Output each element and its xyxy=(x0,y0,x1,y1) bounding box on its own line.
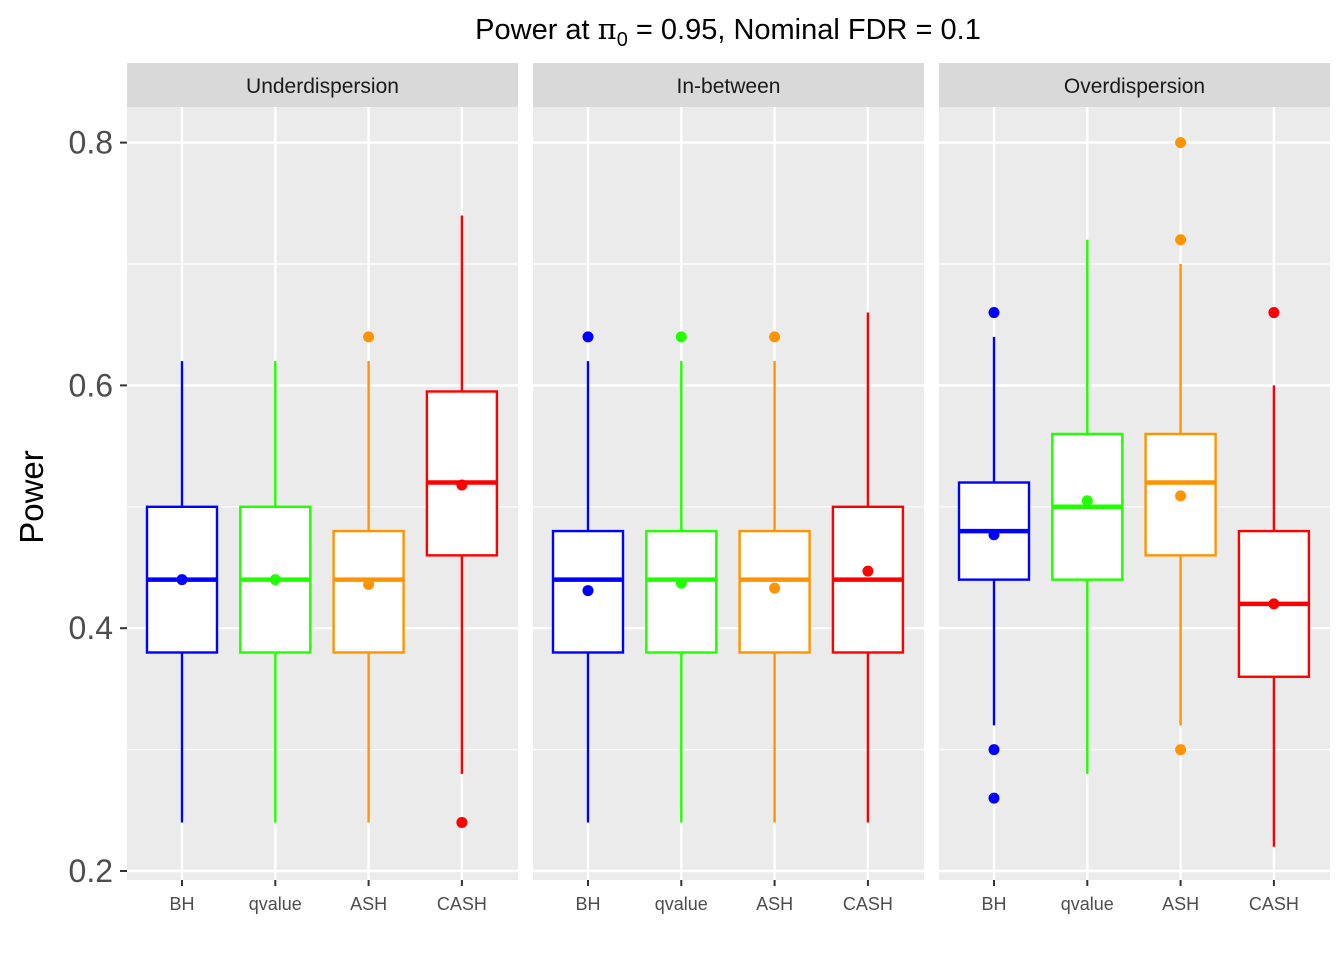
mean-point xyxy=(582,585,594,597)
mean-point xyxy=(363,578,375,590)
box-cash xyxy=(1237,307,1311,847)
y-axis-label: Power xyxy=(13,450,50,544)
x-tick-label: BH xyxy=(575,894,600,914)
box-bh xyxy=(957,307,1031,804)
facet-strip-label: In-between xyxy=(677,75,781,98)
facet-strip-label: Overdispersion xyxy=(1064,75,1205,98)
mean-point xyxy=(862,565,874,577)
facet-strip-label: Underdispersion xyxy=(246,75,399,98)
x-tick-label: CASH xyxy=(843,894,893,914)
outlier-point xyxy=(363,331,375,343)
x-tick-label: ASH xyxy=(756,894,793,914)
mean-point xyxy=(988,529,1000,541)
outlier-point xyxy=(1175,137,1187,149)
outlier-point xyxy=(456,816,468,828)
mean-point xyxy=(769,582,781,594)
y-tick-label: 0.8 xyxy=(69,125,113,161)
x-tick-label: BH xyxy=(981,894,1006,914)
x-tick-label: qvalue xyxy=(1061,894,1114,914)
box-ash xyxy=(332,331,405,823)
panel-background xyxy=(533,107,924,880)
outlier-point xyxy=(988,792,1000,804)
box-qvalue xyxy=(1051,239,1124,774)
mean-point xyxy=(1268,598,1280,610)
box-iqr xyxy=(332,529,405,654)
outlier-point xyxy=(675,331,687,343)
y-tick-label: 0.4 xyxy=(69,610,113,646)
mean-point xyxy=(1175,490,1187,502)
box-qvalue xyxy=(645,331,718,823)
outlier-point xyxy=(769,331,781,343)
x-tick-label: ASH xyxy=(1162,894,1199,914)
facet-panel-underdispersion: Underdispersion BH qvalue ASH CASH xyxy=(127,63,518,914)
mean-point xyxy=(456,479,468,491)
x-tick-label: CASH xyxy=(1249,894,1299,914)
facet-strip xyxy=(939,63,1330,107)
facet-strip xyxy=(533,63,924,107)
x-tick-label: ASH xyxy=(350,894,387,914)
x-tick-label: qvalue xyxy=(249,894,302,914)
x-tick-label: CASH xyxy=(437,894,487,914)
box-iqr xyxy=(645,529,718,654)
x-tick-label: BH xyxy=(169,894,194,914)
box-cash xyxy=(425,215,499,828)
outlier-point xyxy=(1268,307,1280,319)
outlier-point xyxy=(1175,744,1187,756)
chart-title: Power at π0 = 0.95, Nominal FDR = 0.1 xyxy=(475,12,981,51)
facet-panel-overdispersion: Overdispersion BH qvalue ASH CASH xyxy=(939,63,1330,914)
mean-point xyxy=(675,577,687,589)
facet-panel-in-between: In-between BH qvalue ASH CASH xyxy=(533,63,924,914)
y-tick-label: 0.2 xyxy=(69,853,113,889)
box-cash xyxy=(831,312,905,823)
box-qvalue xyxy=(239,361,312,823)
box-iqr xyxy=(425,390,499,557)
box-bh xyxy=(145,361,219,823)
box-bh xyxy=(551,331,625,823)
y-tick-label: 0.6 xyxy=(69,367,113,403)
box-ash xyxy=(738,331,811,823)
x-tick-label: qvalue xyxy=(655,894,708,914)
mean-point xyxy=(269,574,281,586)
outlier-point xyxy=(582,331,594,343)
outlier-point xyxy=(988,744,1000,756)
box-ash xyxy=(1144,137,1217,756)
outlier-point xyxy=(1175,234,1187,246)
outlier-point xyxy=(988,307,1000,319)
mean-point xyxy=(176,574,188,586)
facet-strip xyxy=(127,63,518,107)
mean-point xyxy=(1081,495,1093,507)
